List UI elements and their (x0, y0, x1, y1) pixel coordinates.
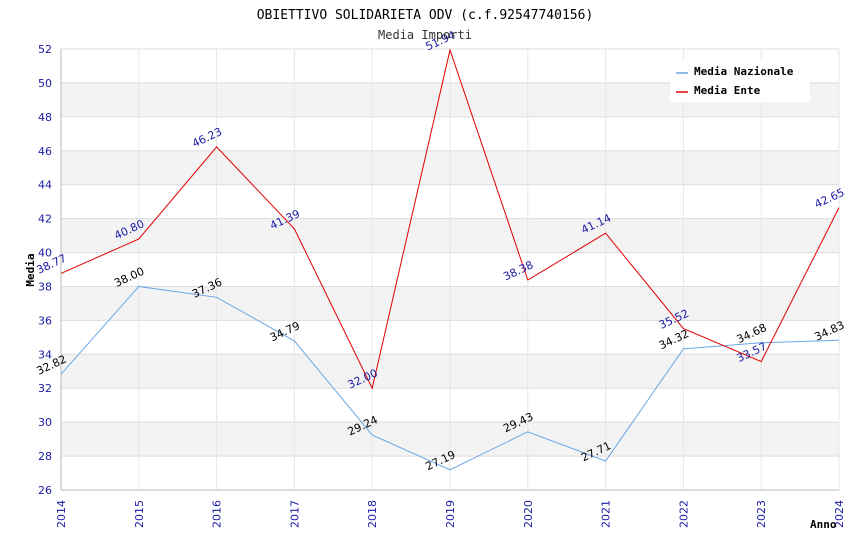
series-lines (60, 48, 840, 471)
data-label: 34.83 (812, 319, 846, 344)
chart-title: OBIETTIVO SOLIDARIETA ODV (c.f.925477401… (257, 8, 594, 23)
chart-subtitle: Media Importi (378, 28, 472, 42)
y-tick-label: 32 (38, 382, 52, 395)
data-label: 42.65 (812, 186, 846, 211)
y-tick-label: 44 (38, 179, 52, 192)
x-tick-label: 2024 (833, 500, 846, 528)
data-label: 34.79 (268, 319, 302, 344)
y-tick-label: 28 (38, 450, 52, 463)
y-tick-label: 36 (38, 314, 52, 327)
y-tick-label: 42 (38, 213, 52, 226)
x-tick-label: 2016 (211, 500, 224, 528)
y-tick-label: 38 (38, 280, 52, 293)
series-line-media-ente (60, 48, 840, 390)
y-tick-label: 40 (38, 247, 52, 260)
x-axis-label: Anno (810, 518, 837, 531)
legend: Media Nazionale Media Ente (670, 60, 810, 102)
y-tick-label: 46 (38, 145, 52, 158)
axes (60, 49, 839, 491)
grid-lines (60, 48, 840, 491)
x-tick-label: 2020 (522, 500, 535, 528)
x-tick-label: 2017 (288, 500, 301, 528)
series-line-media-nazionale (60, 285, 840, 471)
x-tick-label: 2023 (755, 500, 768, 528)
legend-box (670, 60, 810, 102)
x-tick-label: 2018 (366, 500, 379, 528)
y-tick-label: 48 (38, 111, 52, 124)
data-label: 38.38 (501, 258, 535, 283)
y-tick-label: 50 (38, 77, 52, 90)
y-tick-label: 52 (38, 43, 52, 56)
y-tick-label: 30 (38, 416, 52, 429)
x-tick-label: 2022 (677, 500, 690, 528)
legend-label-media-ente: Media Ente (694, 84, 761, 97)
y-tick-label: 26 (38, 484, 52, 497)
x-tick-label: 2015 (133, 500, 146, 528)
y-tick-label: 34 (38, 348, 52, 361)
x-tick-label: 2014 (55, 500, 68, 528)
x-axis-ticks: 2014 2015 2016 2017 2018 2019 2020 2021 2022 2023… (55, 500, 846, 528)
x-tick-label: 2021 (600, 500, 613, 528)
legend-label-media-nazionale: Media Nazionale (694, 65, 794, 78)
y-axis-label: Media (24, 253, 37, 286)
x-tick-label: 2019 (444, 500, 457, 528)
data-label: 46.23 (190, 125, 224, 150)
y-axis-ticks: 26 28 30 32 34 36 38 40 42 44 46 48 50 52 (38, 43, 52, 497)
